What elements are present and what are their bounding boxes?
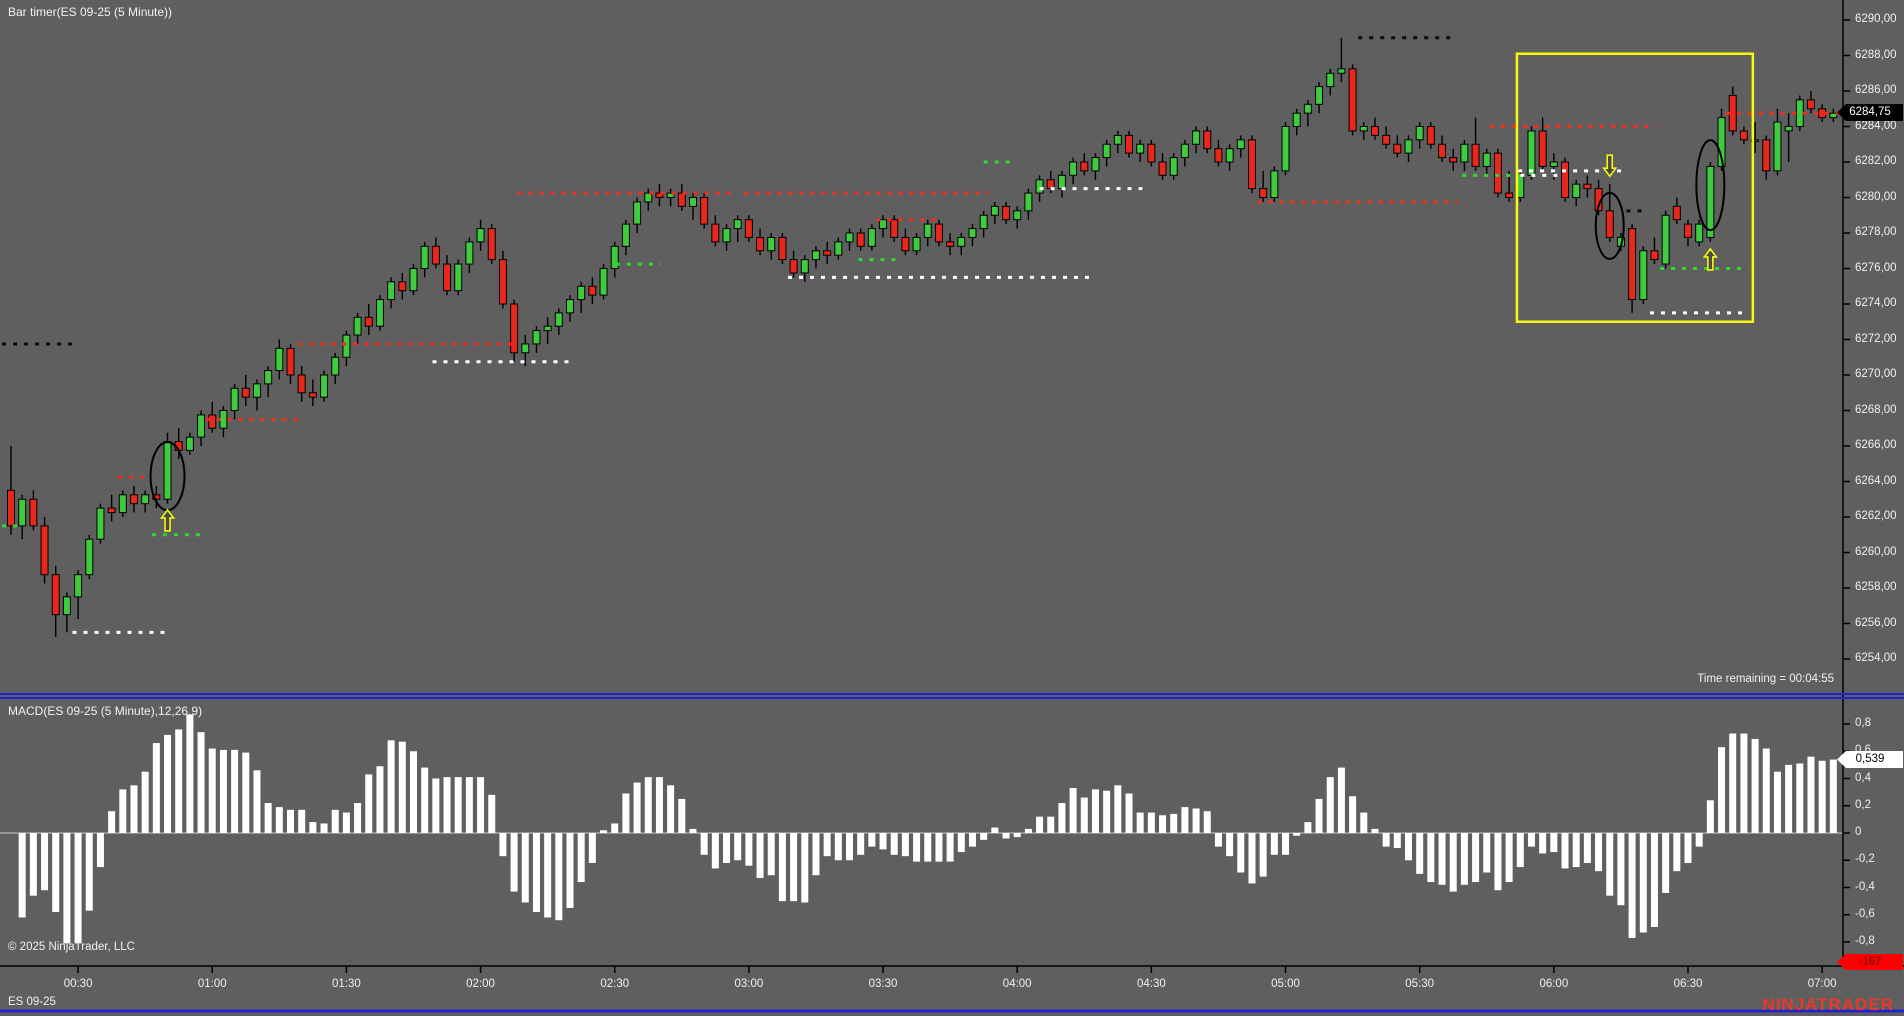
price-axis-label: 6286,00 bbox=[1855, 84, 1897, 96]
time-axis-label: 00:30 bbox=[63, 978, 93, 990]
up-arrow-annotation[interactable] bbox=[1702, 247, 1718, 271]
macd-bottom-value: -167 bbox=[1858, 956, 1882, 968]
time-axis-label: 04:30 bbox=[1136, 978, 1166, 990]
time-axis-label: 01:30 bbox=[332, 978, 361, 990]
down-arrow-annotation[interactable] bbox=[1602, 154, 1618, 178]
macd-axis-label: 0,2 bbox=[1855, 798, 1871, 811]
current-price-value: 6284,75 bbox=[1849, 106, 1891, 118]
instrument-tab[interactable]: ES 09-25 bbox=[8, 996, 56, 1008]
price-axis-label: 6254,00 bbox=[1855, 652, 1897, 664]
macd-current-value: 0,539 bbox=[1855, 753, 1885, 765]
macd-axis-label: 0,8 bbox=[1855, 717, 1871, 729]
price-axis-label: 6268,00 bbox=[1855, 403, 1897, 416]
splitters-layer bbox=[0, 693, 1904, 1013]
price-axis-label: 6276,00 bbox=[1855, 261, 1897, 274]
time-axis-label: 02:00 bbox=[466, 978, 495, 990]
candles-layer bbox=[7, 37, 1838, 637]
time-axis-label: 05:00 bbox=[1271, 978, 1300, 990]
price-axis-label: 6258,00 bbox=[1855, 581, 1897, 593]
copyright-label: © 2025 NinjaTrader, LLC bbox=[8, 941, 135, 953]
macd-axis-label: -0,2 bbox=[1855, 853, 1875, 866]
macd-panel-title: MACD(ES 09-25 (5 Minute),12,26,9) bbox=[8, 704, 203, 718]
price-axis-label: 6260,00 bbox=[1855, 545, 1897, 558]
time-axis-label: 06:30 bbox=[1673, 978, 1703, 990]
time-axis-label: 06:00 bbox=[1539, 978, 1569, 990]
price-axis-label: 6266,00 bbox=[1855, 439, 1897, 451]
macd-axis-label: -0,6 bbox=[1855, 907, 1875, 920]
macd-histogram-layer bbox=[0, 714, 1843, 944]
ellipse-annotation[interactable] bbox=[1594, 191, 1625, 260]
axes-layer bbox=[0, 0, 1904, 973]
macd-bottom-tag: -167 bbox=[1837, 954, 1903, 970]
time-axis-label: 05:30 bbox=[1405, 978, 1435, 990]
time-axis-label: 01:00 bbox=[197, 978, 227, 990]
price-axis-label: 6270,00 bbox=[1855, 368, 1897, 380]
current-price-tag: 6284,75 bbox=[1837, 104, 1903, 121]
macd-value-tag: 0,539 bbox=[1837, 751, 1903, 768]
dotted-levels-layer bbox=[2, 36, 1842, 634]
price-axis-label: 6262,00 bbox=[1855, 510, 1897, 522]
up-arrow-annotation[interactable] bbox=[159, 508, 176, 532]
time-axis-label: 04:00 bbox=[1002, 978, 1032, 990]
ellipse-annotation[interactable] bbox=[1695, 139, 1726, 232]
price-axis-label: 6274,00 bbox=[1855, 297, 1897, 309]
price-axis-label: 6284,00 bbox=[1855, 119, 1897, 132]
time-axis-label: 02:30 bbox=[600, 978, 630, 990]
macd-axis-label: 0 bbox=[1855, 826, 1862, 838]
price-axis-label: 6256,00 bbox=[1855, 616, 1897, 629]
time-axis-label: 07:00 bbox=[1807, 978, 1837, 990]
price-axis-label: 6288,00 bbox=[1855, 48, 1897, 61]
time-remaining-label: Time remaining = 00:04:55 bbox=[1697, 673, 1834, 685]
price-axis-label: 6272,00 bbox=[1855, 332, 1897, 345]
annotations-layer bbox=[149, 52, 1755, 532]
macd-axis-label: -0,8 bbox=[1855, 935, 1875, 947]
macd-axis-label: 0,4 bbox=[1855, 771, 1871, 784]
price-axis-label: 6282,00 bbox=[1855, 155, 1897, 167]
macd-axis-label: -0,4 bbox=[1855, 880, 1875, 893]
ninjatrader-logo: NINJATRADER bbox=[1762, 995, 1894, 1014]
price-panel-title: Bar timer(ES 09-25 (5 Minute)) bbox=[8, 5, 173, 19]
price-axis-label: 6278,00 bbox=[1855, 226, 1897, 238]
time-axis-label: 03:00 bbox=[734, 978, 764, 990]
price-axis-label: 6290,00 bbox=[1855, 13, 1897, 25]
time-axis-label: 03:30 bbox=[868, 978, 898, 990]
price-axis-label: 6264,00 bbox=[1855, 474, 1897, 487]
yellow-rectangle-annotation[interactable] bbox=[1515, 52, 1755, 323]
price-axis-label: 6280,00 bbox=[1855, 190, 1897, 203]
